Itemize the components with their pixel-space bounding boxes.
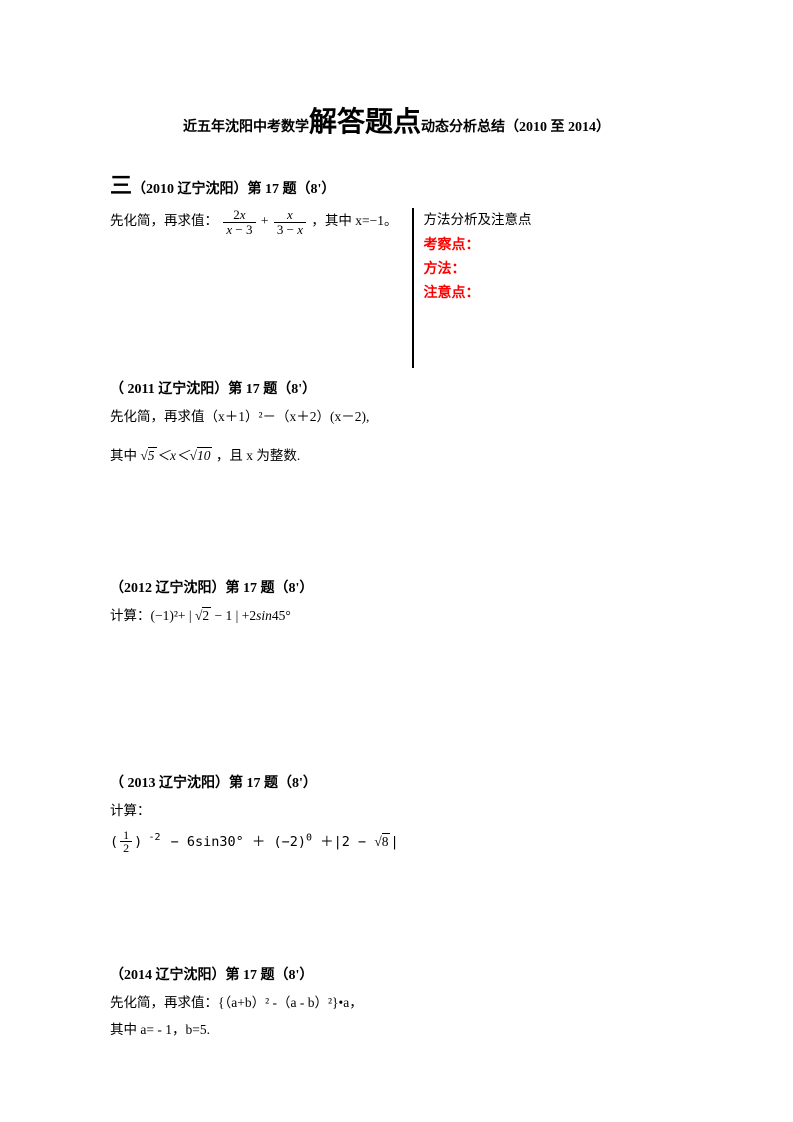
frac-x-over-3-x: x3 − x <box>274 208 306 236</box>
section-3-heading: （2012 辽宁沈阳）第 17 题（8'） <box>110 577 683 597</box>
s2-pre: 其中 <box>110 448 140 463</box>
s3-tail: +2sin45° <box>242 608 291 623</box>
page-title: 近五年沈阳中考数学解答题点动态分析总结（2010 至 2014） <box>110 100 683 140</box>
section-5-line1: 先化简，再求值：{（a+b）² -（a - b）²}•a， <box>110 992 683 1015</box>
title-post: 动态分析总结（2010 至 2014） <box>421 120 610 135</box>
section-5-heading: （2014 辽宁沈阳）第 17 题（8'） <box>110 964 683 984</box>
analysis-panel: 方法分析及注意点 考察点： 方法： 注意点： <box>420 208 532 305</box>
analysis-line-2: 方法： <box>424 258 532 282</box>
section-5-line2: 其中 a= - 1，b=5. <box>110 1019 683 1042</box>
sqrt5-lt-x-lt-sqrt10: 5＜x＜10 <box>140 447 212 463</box>
s1-tail: ，其中 x=−1。 <box>311 213 397 228</box>
section-1-problem: 先化简，再求值： 2xx − 3 + x3 − x ，其中 x=−1。 <box>110 208 410 236</box>
title-big: 解答题点 <box>309 107 421 138</box>
section-2-heading: （ 2011 辽宁沈阳）第 17 题（8'） <box>110 378 683 398</box>
s3-lead: 计算：(−1)²+ <box>110 608 186 623</box>
abs-sqrt2-1: | 2 − 1 | <box>189 607 238 623</box>
analysis-line-3: 注意点： <box>424 282 532 306</box>
section-1-heading: 三（2010 辽宁沈阳）第 17 题（8'） <box>110 168 683 200</box>
section-1-prefix: 三 <box>110 173 132 198</box>
frac-2x-over-x-3: 2xx − 3 <box>223 208 255 236</box>
section-4-line1: 计算： <box>110 800 683 823</box>
section-1-left: 先化简，再求值： 2xx − 3 + x3 − x ，其中 x=−1。 <box>110 208 410 240</box>
expr-2013: (12) -2− 6sin30° ＋ (−2)0 ＋|2 − 8| <box>110 834 399 850</box>
section-1-row: 先化简，再求值： 2xx − 3 + x3 − x ，其中 x=−1。 方法分析… <box>110 208 683 368</box>
section-2-line1: 先化简，再求值（x＋1）²－（x＋2）(x－2), <box>110 406 683 429</box>
vertical-divider <box>412 208 414 368</box>
plus-sign: + <box>261 213 269 228</box>
section-4-expr: (12) -2− 6sin30° ＋ (−2)0 ＋|2 − 8| <box>110 829 683 855</box>
title-pre: 近五年沈阳中考数学 <box>183 120 309 135</box>
section-1-title: （2010 辽宁沈阳）第 17 题（8'） <box>132 182 335 197</box>
section-4-heading: （ 2013 辽宁沈阳）第 17 题（8'） <box>110 772 683 792</box>
section-3-problem: 计算：(−1)²+ | 2 − 1 | +2sin45° <box>110 605 683 628</box>
s1-lead: 先化简，再求值： <box>110 213 218 228</box>
analysis-line-1: 考察点： <box>424 234 532 258</box>
s2-post: ，且 x 为整数. <box>216 448 300 463</box>
analysis-heading: 方法分析及注意点 <box>424 208 532 228</box>
section-2-line2: 其中 5＜x＜10 ，且 x 为整数. <box>110 445 683 468</box>
